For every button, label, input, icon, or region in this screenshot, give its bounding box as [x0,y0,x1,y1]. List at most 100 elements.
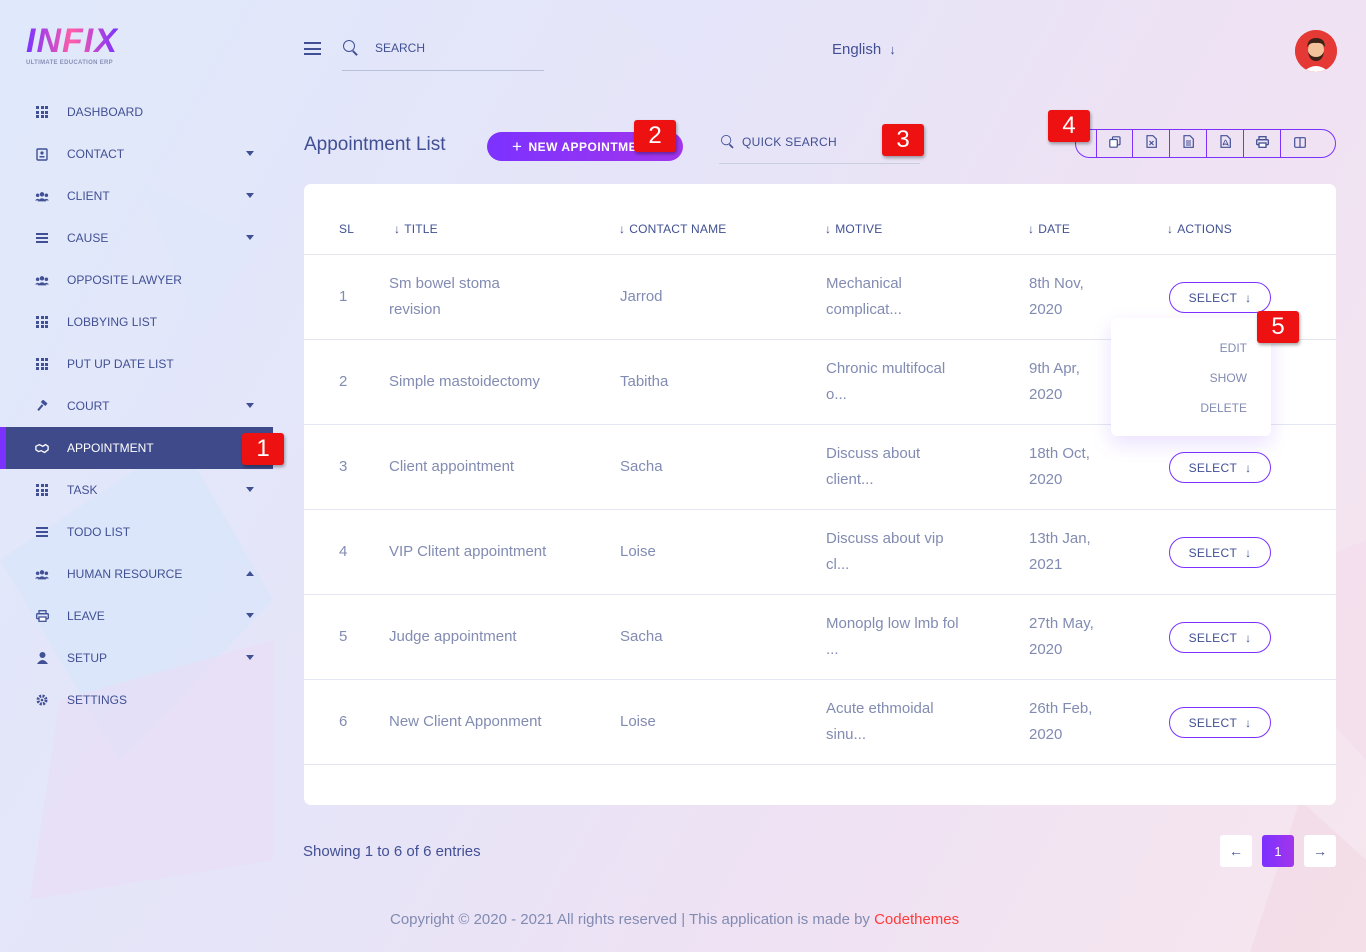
copy-export-button[interactable] [1096,130,1133,157]
grid-icon [35,483,49,497]
export-button-group [1075,129,1336,158]
cell-sl: 1 [339,288,348,305]
table-row: 5 Judge appointment Sacha Monoplg low lmb f… [304,595,1336,680]
footer-brand-link[interactable]: Codethemes [874,911,960,928]
dropdown-show[interactable]: SHOW [1209,371,1247,385]
select-label: SELECT [1188,630,1238,645]
columns-export-button[interactable] [1281,130,1318,157]
cell-title: Simple mastoidectomy [389,373,540,390]
sidebar-item-client[interactable]: CLIENT [0,175,273,217]
language-label: English [832,41,882,58]
sidebar-item-court[interactable]: COURT [0,385,273,427]
cell-title: Client appointment [389,458,515,475]
logo-wordmark: INFIX [26,22,118,60]
cell-date-year: 2020 [1029,726,1063,743]
cell-date: 27th May, [1029,615,1094,632]
handshake-icon [35,441,49,455]
header-date[interactable]: ↓ DATE [1028,222,1071,236]
header-contact-name[interactable]: ↓ CONTACT NAME [619,222,727,236]
cell-sl: 2 [339,373,348,390]
sidebar-item-contact[interactable]: CONTACT [0,133,273,175]
select-action-button[interactable]: SELECT ↓ [1169,707,1271,738]
sidebar-item-label: DASHBOARD [67,105,144,119]
header-title[interactable]: ↓ TITLE [394,222,438,236]
appointment-table-card: SL ↓ TITLE ↓ CONTACT NAME ↓ MOTIVE ↓ DATE ↓ A… [304,184,1336,805]
sidebar-item-appointment[interactable]: APPOINTMENT [0,427,273,469]
logo-tagline: ULTIMATE EDUCATION ERP [26,60,113,66]
page-1-button[interactable]: 1 [1262,835,1294,867]
csv-export-button[interactable] [1170,130,1207,157]
arrow-down-icon: ↓ [1245,460,1252,475]
header-sl[interactable]: SL [339,222,355,236]
sort-arrow-icon: ↓ [394,222,401,236]
page-title: Appointment List [304,134,446,155]
avatar[interactable] [1295,30,1337,72]
table-header: SL ↓ TITLE ↓ CONTACT NAME ↓ MOTIVE ↓ DATE ↓ A… [304,184,1336,255]
arrow-left-icon: ← [1229,843,1243,859]
user-icon [35,651,49,665]
cell-motive: Monoplg low lmb fol [826,615,959,632]
cell-date-year: 2020 [1029,471,1063,488]
cell-contact-name: Jarrod [620,288,663,305]
select-action-button[interactable]: SELECT ↓ [1169,452,1271,483]
new-appointment-label: NEW APPOINTMENT [528,139,655,154]
table-row: 6 New Client Apponment Loise Acute ethmoida… [304,680,1336,765]
next-page-button[interactable]: → [1304,835,1336,867]
select-action-button[interactable]: SELECT ↓ [1169,622,1271,653]
action-dropdown-menu: EDIT SHOW DELETE [1111,318,1271,436]
sidebar-nav: DASHBOARD CONTACT CLIENT CAUSE OPPOSITE LAWY… [0,91,273,721]
dropdown-edit[interactable]: EDIT [1219,341,1247,355]
sidebar-item-settings[interactable]: SETTINGS [0,679,273,721]
cell-sl: 3 [339,458,348,475]
sidebar-item-cause[interactable]: CAUSE [0,217,273,259]
sort-arrow-icon: ↓ [1167,222,1174,236]
print-export-button[interactable] [1244,130,1281,157]
sidebar-item-opposite-lawyer[interactable]: OPPOSITE LAWYER [0,259,273,301]
cell-sl: 6 [339,713,348,730]
sidebar-item-human-resource[interactable]: HUMAN RESOURCE [0,553,273,595]
sidebar-item-dashboard[interactable]: DASHBOARD [0,91,273,133]
grid-icon [35,357,49,371]
cell-motive-cont: sinu... [826,726,867,743]
top-search-bar[interactable]: SEARCH [342,36,544,71]
select-label: SELECT [1188,290,1238,305]
grid-icon [35,105,49,119]
caret-down-icon [246,403,254,408]
caret-down-icon [246,613,254,618]
sidebar-item-setup[interactable]: SETUP [0,637,273,679]
select-action-button[interactable]: SELECT ↓ [1169,282,1271,313]
select-action-button[interactable]: SELECT ↓ [1169,537,1271,568]
cell-title: VIP Clitent appointment [389,543,547,560]
sidebar-item-todo-list[interactable]: TODO LIST [0,511,273,553]
cell-motive-cont: complicat... [826,301,902,318]
sidebar-item-label: CONTACT [67,147,125,161]
sidebar-item-lobbying-list[interactable]: LOBBYING LIST [0,301,273,343]
annotation-badge-2: 2 [634,120,676,152]
cell-motive: Discuss about vip [826,530,944,547]
sidebar-item-put-up-date-list[interactable]: PUT UP DATE LIST [0,343,273,385]
language-select[interactable]: English ↓ [832,41,896,58]
cell-motive: Acute ethmoidal [826,700,934,717]
quick-search-input[interactable]: QUICK SEARCH [719,128,920,164]
entries-summary: Showing 1 to 6 of 6 entries [303,843,481,860]
sidebar-item-task[interactable]: TASK [0,469,273,511]
pdf-export-button[interactable] [1207,130,1244,157]
menu-toggle-icon[interactable] [304,42,321,55]
logo[interactable]: INFIX ULTIMATE EDUCATION ERP [26,24,118,66]
dropdown-delete[interactable]: DELETE [1200,401,1247,415]
sidebar-item-leave[interactable]: LEAVE [0,595,273,637]
cell-motive-cont: client... [826,471,874,488]
prev-page-button[interactable]: ← [1220,835,1252,867]
columns-icon [1293,135,1306,153]
sidebar: INFIX ULTIMATE EDUCATION ERP DASHBOARD CO… [0,0,273,952]
cell-date-year: 2021 [1029,556,1063,573]
header-motive[interactable]: ↓ MOTIVE [825,222,883,236]
annotation-badge-3: 3 [882,124,924,156]
sidebar-item-label: COURT [67,399,110,413]
sidebar-item-label: TASK [67,483,98,497]
sidebar-item-label: LEAVE [67,609,105,623]
cell-motive-cont: cl... [826,556,850,573]
cell-contact-name: Loise [620,543,656,560]
select-label: SELECT [1188,715,1238,730]
excel-export-button[interactable] [1133,130,1170,157]
